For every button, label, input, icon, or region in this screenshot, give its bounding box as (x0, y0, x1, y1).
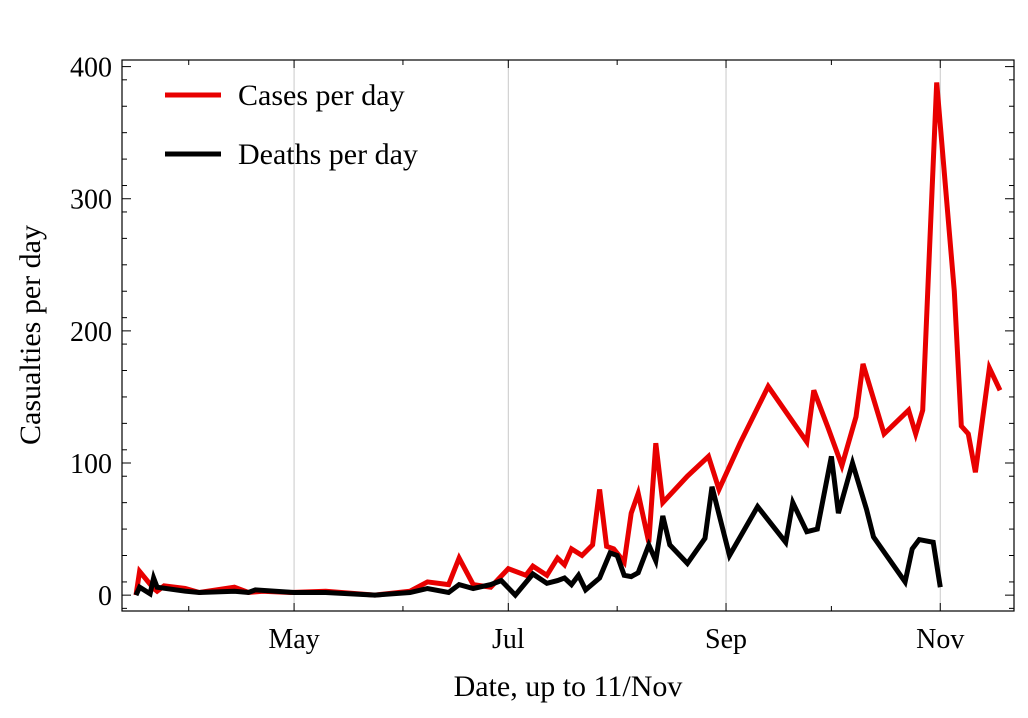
x-tick-label: Sep (705, 624, 747, 655)
y-tick-label: 400 (70, 53, 112, 84)
series-line-deaths (133, 454, 943, 599)
plot-frame (121, 59, 1015, 612)
legend-label-deaths: Deaths per day (238, 138, 418, 171)
legend-label-cases: Cases per day (238, 79, 405, 112)
axis-ticks: May Jul Sep Nov 0 100 200 300 400 (70, 53, 1014, 655)
y-tick-label: 100 (70, 449, 112, 480)
y-tick-label: 300 (70, 185, 112, 216)
x-tick-label: Nov (916, 624, 964, 655)
series-lines (133, 82, 1003, 599)
x-axis-title: Date, up to 11/Nov (454, 670, 683, 703)
y-axis-title: Casualties per day (14, 225, 47, 445)
y-tick-label: 200 (70, 317, 112, 348)
legend: Cases per day Deaths per day (165, 79, 418, 171)
x-tick-label: Jul (492, 624, 525, 655)
y-tick-label: 0 (98, 581, 112, 612)
x-tick-label: May (268, 624, 319, 655)
